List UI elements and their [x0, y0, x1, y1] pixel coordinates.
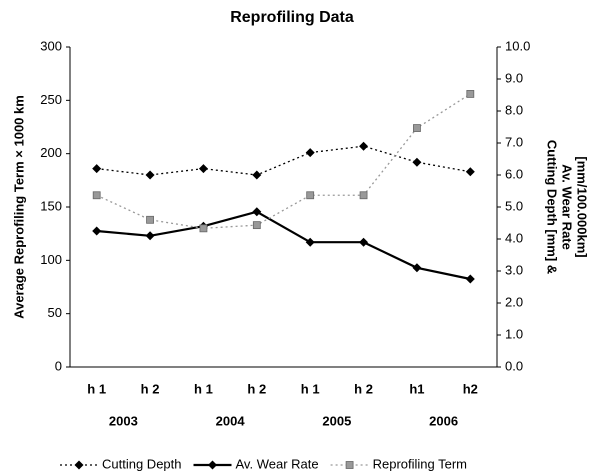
y-tick-label: 200 [40, 145, 62, 160]
legend-marker [74, 460, 84, 470]
x-group-label: 2005 [322, 413, 351, 428]
point [92, 191, 101, 200]
legend-label: Av. Wear Rate [236, 456, 319, 471]
x-tick-label: h1 [409, 381, 424, 396]
x-tick-label: h 2 [141, 381, 160, 396]
y2-tick-label: 7.0 [505, 134, 523, 149]
point [412, 263, 422, 273]
point [145, 170, 155, 180]
y2-tick-label: 6.0 [505, 166, 523, 181]
y2-axis-label: [mm/100.000km] [575, 156, 590, 257]
series-line [96, 93, 471, 229]
y-tick-label: 100 [40, 252, 62, 267]
x-tick-label: h 1 [87, 381, 106, 396]
y-tick-label: 150 [40, 198, 62, 213]
x-group-label: 2003 [109, 413, 138, 428]
y2-tick-label: 4.0 [505, 230, 523, 245]
point [199, 224, 208, 233]
point [413, 124, 421, 132]
chart-title: Reprofiling Data [230, 9, 354, 26]
point [465, 167, 475, 177]
point [92, 226, 102, 236]
point [359, 191, 368, 200]
x-tick-label: h 2 [354, 381, 373, 396]
x-tick-label: h 1 [301, 381, 320, 396]
x-tick-label: h 2 [247, 381, 266, 396]
x-group-label: 2006 [429, 413, 458, 428]
y2-axis-label: Av. Wear Rate [560, 164, 575, 250]
point [92, 164, 102, 174]
y-axis-label: Average Reprofiling Term × 1000 km [11, 95, 26, 319]
y-tick-label: 250 [40, 92, 62, 107]
y-tick-label: 300 [40, 38, 62, 53]
point [306, 191, 315, 200]
point [305, 148, 315, 158]
point [359, 237, 369, 247]
point [252, 207, 262, 217]
y2-tick-label: 5.0 [505, 198, 523, 213]
series-line [96, 145, 471, 176]
point [252, 170, 262, 180]
point [305, 237, 315, 247]
y2-tick-label: 3.0 [505, 262, 523, 277]
y-tick-label: 0 [55, 358, 62, 373]
point [359, 141, 369, 151]
x-tick-label: h 1 [194, 381, 213, 396]
point [465, 274, 475, 284]
y2-tick-label: 9.0 [505, 70, 523, 85]
point [146, 215, 154, 224]
point [412, 157, 422, 167]
legend-label: Cutting Depth [102, 456, 182, 471]
x-tick-label: h2 [463, 381, 478, 396]
y2-axis-label: Cutting Depth [mm] & [545, 140, 560, 274]
y2-tick-label: 0.0 [505, 358, 523, 373]
series-line [96, 210, 471, 281]
point [198, 164, 208, 174]
y-tick-label: 50 [48, 305, 62, 320]
legend-label: Reprofiling Term [373, 456, 467, 471]
y2-tick-label: 1.0 [505, 326, 523, 341]
y2-tick-label: 8.0 [505, 102, 523, 117]
legend-marker [208, 460, 217, 470]
x-group-label: 2004 [216, 413, 246, 428]
legend-marker [345, 461, 354, 469]
y2-tick-label: 10.0 [505, 38, 530, 53]
point [466, 90, 475, 98]
point [145, 231, 155, 241]
y2-tick-label: 2.0 [505, 294, 523, 309]
point [252, 221, 261, 230]
